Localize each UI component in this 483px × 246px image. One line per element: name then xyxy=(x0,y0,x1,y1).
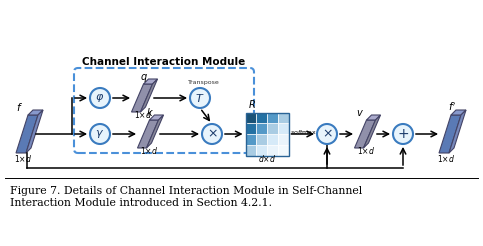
Bar xyxy=(267,112,278,123)
Polygon shape xyxy=(355,120,375,148)
Text: $1{\times}d$: $1{\times}d$ xyxy=(14,153,32,164)
Bar xyxy=(278,134,288,145)
Bar xyxy=(245,134,256,145)
Text: $soft$max: $soft$max xyxy=(290,128,318,136)
Bar xyxy=(256,112,267,123)
Bar xyxy=(256,145,267,155)
Bar xyxy=(267,134,278,145)
Polygon shape xyxy=(439,115,461,153)
Text: $T$: $T$ xyxy=(195,92,205,104)
Text: $1{\times}d$: $1{\times}d$ xyxy=(140,145,158,156)
Polygon shape xyxy=(28,110,43,115)
Bar xyxy=(267,123,278,134)
Polygon shape xyxy=(138,120,158,148)
Circle shape xyxy=(317,124,337,144)
Polygon shape xyxy=(449,110,466,153)
Bar xyxy=(278,145,288,155)
Polygon shape xyxy=(26,110,43,153)
Text: $\varphi$: $\varphi$ xyxy=(96,92,105,104)
Text: $k$: $k$ xyxy=(146,106,154,118)
Polygon shape xyxy=(150,115,164,120)
Text: Channel Interaction Module: Channel Interaction Module xyxy=(83,57,246,67)
Text: $d{\times}d$: $d{\times}d$ xyxy=(258,153,276,164)
Text: $+$: $+$ xyxy=(397,127,409,141)
Text: $v$: $v$ xyxy=(356,108,364,118)
Bar xyxy=(245,112,256,123)
Text: $f'$: $f'$ xyxy=(448,101,456,113)
Bar xyxy=(256,134,267,145)
Polygon shape xyxy=(131,84,153,112)
Polygon shape xyxy=(143,79,157,84)
Polygon shape xyxy=(364,115,381,148)
Circle shape xyxy=(190,88,210,108)
Text: Transpose: Transpose xyxy=(188,80,220,85)
Text: $1{\times}d$: $1{\times}d$ xyxy=(357,145,375,156)
Bar xyxy=(256,123,267,134)
Polygon shape xyxy=(451,110,466,115)
Text: $R$: $R$ xyxy=(247,97,256,109)
Bar xyxy=(267,145,278,155)
Text: $f$: $f$ xyxy=(16,101,23,113)
Polygon shape xyxy=(141,79,157,112)
Text: $\times$: $\times$ xyxy=(322,127,332,140)
Text: $\gamma$: $\gamma$ xyxy=(96,128,104,140)
Bar xyxy=(278,112,288,123)
Circle shape xyxy=(202,124,222,144)
Circle shape xyxy=(90,124,110,144)
Bar xyxy=(278,123,288,134)
Text: $\times$: $\times$ xyxy=(207,127,217,140)
Circle shape xyxy=(393,124,413,144)
Text: $q$: $q$ xyxy=(140,72,148,84)
Bar xyxy=(245,145,256,155)
Text: $1{\times}d$: $1{\times}d$ xyxy=(134,109,152,120)
Text: Figure 7. Details of Channel Interaction Module in Self-Channel
Interaction Modu: Figure 7. Details of Channel Interaction… xyxy=(10,186,362,208)
Polygon shape xyxy=(16,115,38,153)
Text: $1{\times}d$: $1{\times}d$ xyxy=(437,153,455,164)
Polygon shape xyxy=(146,115,164,148)
Circle shape xyxy=(90,88,110,108)
Bar xyxy=(245,123,256,134)
Bar xyxy=(245,112,288,155)
Polygon shape xyxy=(367,115,381,120)
